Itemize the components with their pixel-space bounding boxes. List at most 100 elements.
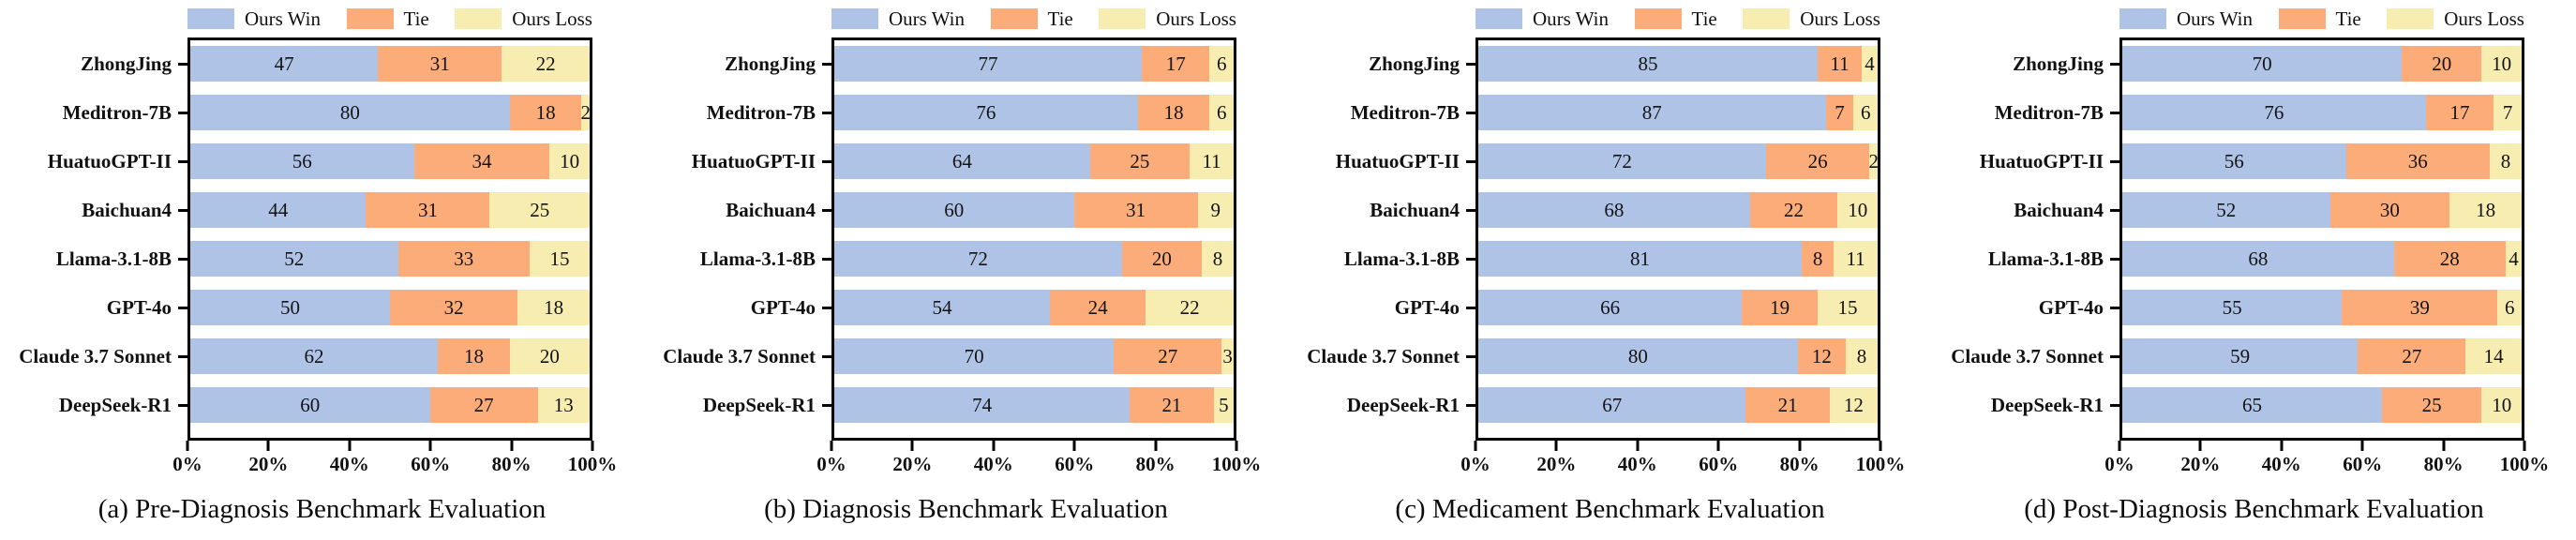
- y-axis-label: Meditron-7B: [706, 100, 816, 124]
- bar-value: 52: [2216, 198, 2237, 221]
- y-tick-mark: [822, 306, 831, 309]
- plot-area: 70 20 10 76 17 7 56 36 8 52 30 18 68 28 4 55 39 6 59…: [2119, 38, 2524, 441]
- y-tick-mark: [2110, 208, 2119, 212]
- bar-segment-loss: 4: [1861, 46, 1878, 82]
- x-tick-mark: [266, 441, 270, 451]
- legend-swatch-ours-loss-icon: [1099, 8, 1146, 29]
- bar-value: 76: [2264, 100, 2284, 124]
- y-row: Meditron-7B: [1288, 95, 1475, 130]
- y-axis-label: Claude 3.7 Sonnet: [663, 344, 816, 368]
- bar-value: 66: [1600, 295, 1621, 319]
- plot-area: 77 17 6 76 18 6 64 25 11 60 31 9 72 20 8 54 24 22 70…: [831, 38, 1236, 441]
- bar-segment-win: 60: [834, 192, 1074, 228]
- y-axis-label: Baichuan4: [1370, 198, 1460, 221]
- bar-segment-loss: 9: [1197, 192, 1234, 228]
- bar-value: 6: [1216, 100, 1227, 124]
- bar-segment-loss: 10: [1837, 192, 1878, 228]
- y-row: Llama-3.1-8B: [1932, 241, 2119, 277]
- x-tick-mark: [1154, 441, 1158, 451]
- y-row: GPT-4o: [0, 290, 187, 325]
- bar-segment-win: 66: [1478, 290, 1743, 325]
- bar-value: 68: [1604, 198, 1625, 221]
- x-tick-mark: [2442, 441, 2446, 451]
- bar-segment-win: 76: [834, 95, 1138, 130]
- bar-segment-loss: 8: [1845, 338, 1878, 374]
- y-row: Claude 3.7 Sonnet: [1932, 338, 2119, 374]
- y-row: DeepSeek-R1: [644, 387, 831, 423]
- bar-value: 8: [1856, 344, 1867, 368]
- y-axis-label: Claude 3.7 Sonnet: [19, 344, 172, 368]
- x-tick-mark: [1798, 441, 1802, 451]
- bar-segment-win: 85: [1478, 46, 1819, 82]
- chart-caption: (a) Pre-Diagnosis Benchmark Evaluation: [97, 494, 547, 524]
- bar-row: 68 22 10: [1478, 192, 1878, 241]
- legend-item-ours-win: Ours Win: [187, 8, 321, 29]
- y-axis-label: Llama-3.1-8B: [1343, 247, 1460, 270]
- bar-segment-tie: 20: [1121, 241, 1202, 277]
- bar-row: 66 19 15: [1478, 290, 1878, 338]
- y-tick-mark: [1466, 62, 1475, 66]
- x-tick-mark: [992, 441, 996, 451]
- y-axis: ZhongJing Meditron-7B HuatuoGPT-II Baich…: [1288, 46, 1475, 436]
- y-axis-label: ZhongJing: [1369, 52, 1460, 75]
- bar-segment-loss: 11: [1834, 241, 1878, 277]
- y-tick-mark: [1466, 111, 1475, 114]
- bar-value: 67: [1602, 393, 1623, 416]
- bar-row: 76 18 6: [834, 95, 1234, 143]
- bar-segment-loss: 7: [2494, 95, 2522, 130]
- bar-row: 68 28 4: [2122, 241, 2522, 290]
- legend-label: Tie: [1047, 8, 1073, 30]
- bar-value: 7: [2502, 100, 2513, 124]
- bar-segment-win: 65: [2122, 387, 2382, 423]
- bar-value: 31: [429, 52, 450, 75]
- x-axis: 0% 20% 40% 60% 80% 100%: [172, 441, 617, 493]
- chart-panel-post-diagnosis: Ours Win Tie Ours Loss ZhongJing Meditro…: [1932, 0, 2576, 540]
- bar-value: 3: [1222, 344, 1233, 368]
- x-tick-mark: [1474, 441, 1477, 451]
- bar-segment-tie: 31: [1073, 192, 1198, 228]
- bar-value: 74: [972, 393, 993, 416]
- x-tick-mark: [2118, 441, 2121, 451]
- x-tick-label: 0%: [1460, 453, 1490, 475]
- bar-row: 72 20 8: [834, 241, 1234, 290]
- x-tick-mark: [348, 441, 352, 451]
- bar-segment-win: 68: [1478, 192, 1750, 228]
- y-tick-mark: [822, 62, 831, 66]
- bar-value: 18: [1163, 100, 1184, 124]
- legend-swatch-ours-loss-icon: [2387, 8, 2434, 29]
- chart-caption: (b) Diagnosis Benchmark Evaluation: [764, 494, 1168, 524]
- legend: Ours Win Tie Ours Loss: [831, 8, 1236, 30]
- bar-value: 26: [1807, 149, 1828, 172]
- y-row: GPT-4o: [1932, 290, 2119, 325]
- x-tick-label: 60%: [2343, 453, 2383, 475]
- legend-item-ours-win: Ours Win: [1475, 8, 1609, 29]
- bar-segment-loss: 14: [2465, 338, 2522, 374]
- bar-value: 5: [1219, 393, 1229, 416]
- legend-item-ours-loss: Ours Loss: [2387, 8, 2524, 29]
- bar-value: 54: [932, 295, 952, 319]
- x-tick-label: 100%: [2499, 453, 2550, 475]
- bar-segment-loss: 20: [509, 338, 590, 374]
- bar-value: 7: [1835, 100, 1845, 124]
- bar-value: 4: [2509, 247, 2519, 270]
- bar-segment-loss: 8: [1201, 241, 1234, 277]
- bar-value: 72: [1611, 149, 1632, 172]
- bar-row: 59 27 14: [2122, 338, 2522, 387]
- bar-segment-win: 81: [1478, 241, 1803, 277]
- y-row: Baichuan4: [1932, 192, 2119, 228]
- chart-panel-pre-diagnosis: Ours Win Tie Ours Loss ZhongJing Meditro…: [0, 0, 644, 540]
- bar-value: 70: [2252, 52, 2272, 75]
- x-tick-mark: [910, 441, 914, 451]
- bar-segment-loss: 10: [2481, 46, 2522, 82]
- y-row: DeepSeek-R1: [0, 387, 187, 423]
- bar-row: 60 31 9: [834, 192, 1234, 241]
- y-axis-label: GPT-4o: [106, 295, 172, 319]
- x-tick-mark: [1636, 441, 1640, 451]
- y-tick-mark: [178, 354, 187, 358]
- y-axis: ZhongJing Meditron-7B HuatuoGPT-II Baich…: [1932, 46, 2119, 436]
- bar-segment-tie: 8: [1802, 241, 1835, 277]
- bar-value: 56: [292, 149, 312, 172]
- legend-swatch-ours-win-icon: [1475, 8, 1522, 29]
- x-tick-label: 80%: [2423, 453, 2464, 475]
- bar-value: 9: [1210, 198, 1221, 221]
